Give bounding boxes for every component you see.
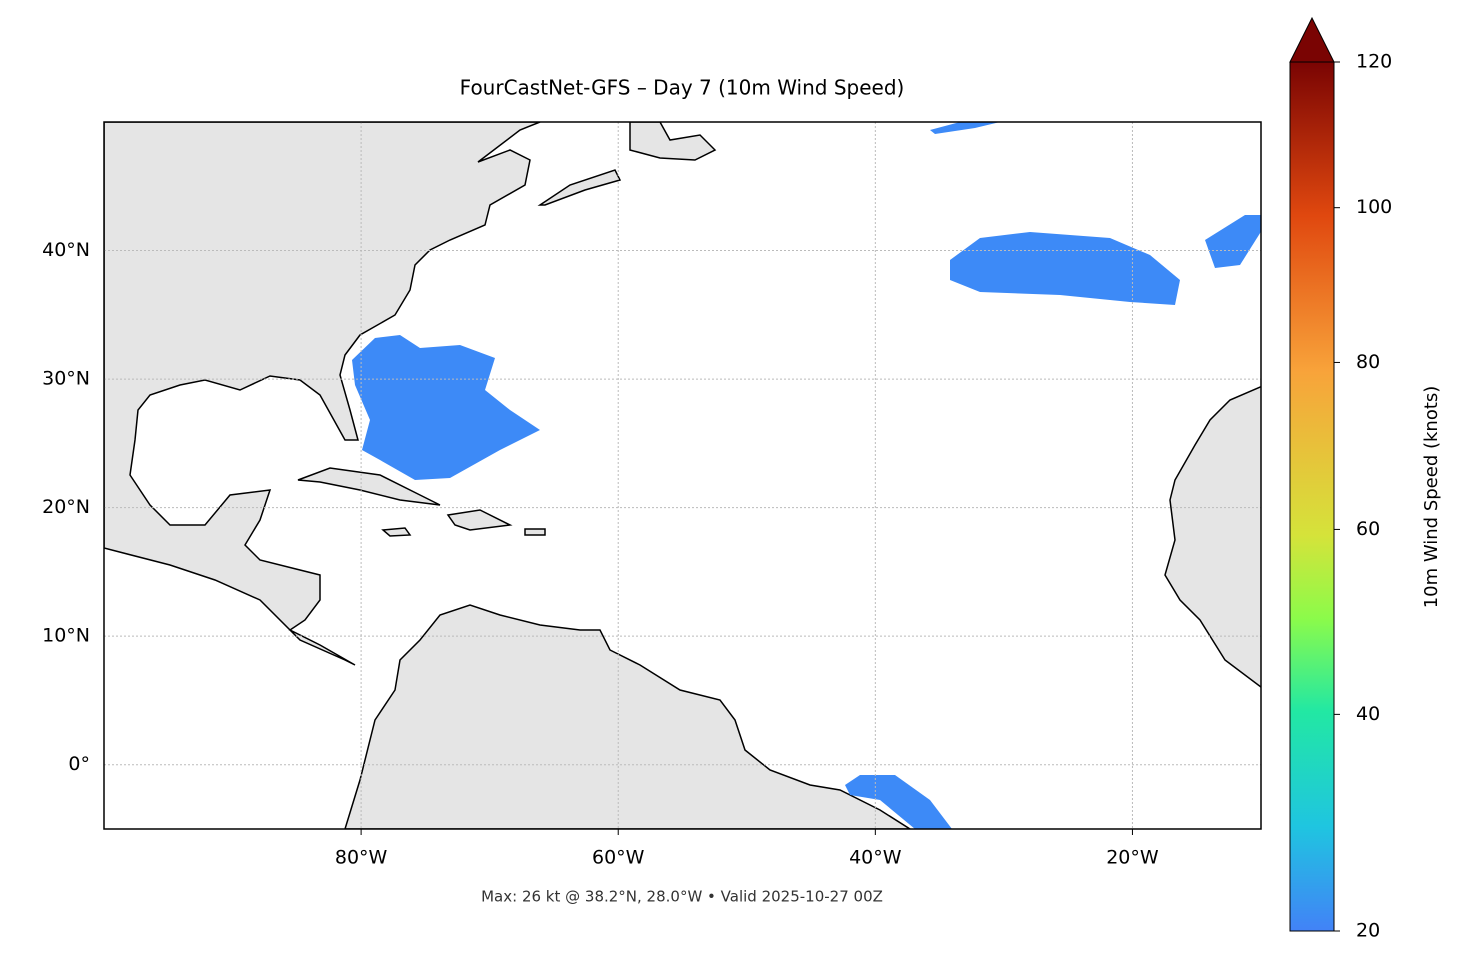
puerto-rico — [524, 528, 546, 536]
labrador — [629, 122, 717, 161]
annotation: Max: 26 kt @ 38.2°N, 28.0°W • Valid 2025… — [481, 888, 883, 906]
colorbar-tick-label: 80 — [1356, 351, 1380, 373]
x-tick-label: 20°W — [1106, 847, 1159, 869]
africa — [1164, 385, 1261, 688]
map — [104, 122, 1261, 829]
wind-area — [352, 335, 540, 480]
wind-area — [1205, 215, 1261, 268]
colorbar-tick-label: 60 — [1356, 518, 1380, 540]
plot-frame — [103, 121, 1262, 830]
y-tick-label: 40°N — [42, 239, 90, 261]
y-tick-label: 0° — [68, 753, 90, 775]
colorbar-tick-label: 120 — [1356, 51, 1392, 73]
cuba — [297, 467, 441, 506]
chart-title: FourCastNet-GFS – Day 7 (10m Wind Speed) — [460, 76, 905, 100]
nova-scotia — [537, 169, 622, 206]
jamaica — [381, 527, 412, 537]
colorbar-extend — [1289, 16, 1335, 63]
grid — [104, 122, 1261, 829]
wind-area — [950, 232, 1180, 305]
colorbar-tick-label: 100 — [1356, 196, 1392, 218]
south-america — [344, 604, 912, 829]
x-tick-label: 60°W — [592, 847, 645, 869]
x-tick-label: 80°W — [335, 847, 388, 869]
x-tick-label: 40°W — [849, 847, 902, 869]
colorbar-tick-label: 40 — [1356, 703, 1380, 725]
y-tick-label: 10°N — [42, 625, 90, 647]
y-tick-label: 20°N — [42, 496, 90, 518]
hispaniola — [446, 509, 513, 531]
colorbar — [1289, 61, 1335, 932]
north-america — [104, 122, 541, 666]
colorbar-label: 10m Wind Speed (knots) — [1421, 386, 1442, 609]
wind-area — [845, 775, 952, 829]
wind-area — [930, 122, 1000, 134]
colorbar-tick-label: 20 — [1356, 920, 1380, 942]
y-tick-label: 30°N — [42, 368, 90, 390]
